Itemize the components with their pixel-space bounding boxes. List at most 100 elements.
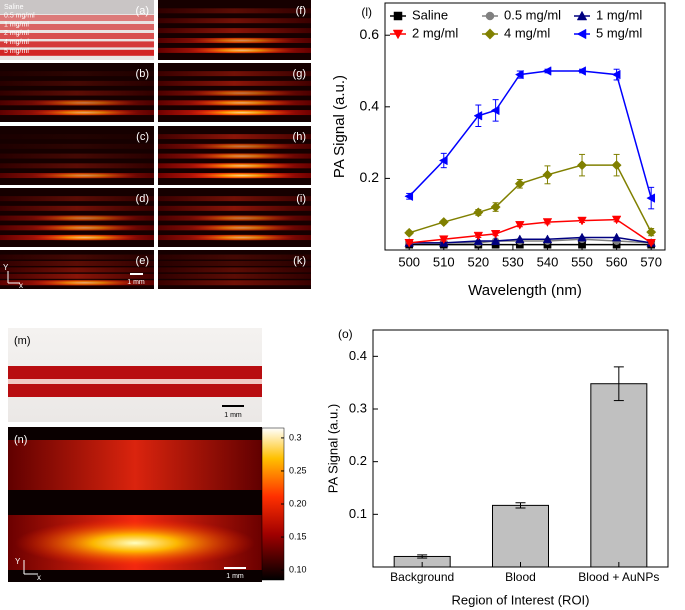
y-tick-label: 0.1 [349,506,367,521]
y-tick-label: 0.4 [360,98,380,114]
marker [392,29,404,40]
legend-label: 1 mg/ml [596,7,642,22]
marker [514,69,524,80]
photo-top [0,0,154,14]
concentration-label: 5 mg/ml [4,48,29,55]
scale-bar-label: 1 mm [127,279,145,286]
panel-label: (e) [136,255,149,267]
pa-band [0,153,154,159]
panel-label: (m) [14,335,31,347]
marker [646,238,656,248]
legend-label: 5 mg/ml [596,25,642,40]
tube [0,49,154,56]
marker [542,66,552,76]
pa-band [0,260,154,266]
pa-hotspot [30,99,139,107]
scale-bar-label: 1 mm [226,573,244,580]
marker [646,227,657,238]
axis-x-letter: x [19,281,23,290]
legend-label: 0.5 mg/ml [504,7,561,22]
pa-band [158,18,311,24]
pa-band [0,196,154,202]
pa-band [158,71,311,77]
panel-label: (b) [136,68,149,80]
bar [492,504,549,568]
marker [490,230,501,239]
pa-hotspot [30,214,139,222]
colorbar-tick-label: 0.3 [289,432,302,442]
x-tick-label: 570 [640,254,662,269]
x-tick-label: Blood + AuNPs [578,570,659,584]
pa-hotspot [30,279,139,287]
x-axis-title: Wavelength (nm) [468,282,582,299]
pa-hotspot [188,89,296,97]
pa-hotspot-n [15,519,255,567]
tube [0,41,154,48]
colorbar-tick-label: 0.15 [289,531,307,541]
marker [393,11,403,21]
pa-hotspot [188,172,296,180]
marker [473,236,484,245]
marker [473,111,483,121]
legend-label: 4 mg/ml [504,25,550,40]
pa-band [158,28,311,34]
marker [542,169,553,180]
x-tick-label: 520 [467,254,489,269]
marker [515,221,525,230]
marker [490,236,501,245]
pa-band [0,80,154,86]
bar [590,383,648,568]
x-tick-label: 540 [537,254,559,269]
pa-hotspot [30,224,139,232]
pa-band [158,254,311,260]
pa-band [0,134,154,140]
tube [0,15,154,21]
concentration-label: 1 mg/ml [4,21,29,28]
marker [515,234,525,244]
y-tick-label: 0.6 [360,26,380,42]
marker [542,218,553,227]
marker [611,69,621,80]
marker [438,217,449,228]
series-line [408,70,652,199]
pa-hotspot [188,234,296,242]
panel-label: (a) [136,5,149,17]
pa-band-n [8,440,262,490]
pa-band [158,273,311,279]
x-tick-label: 510 [433,254,455,269]
panel-label: (c) [136,131,149,143]
marker [490,202,501,213]
marker [611,160,622,171]
colorbar-tick-label: 0.10 [289,564,307,574]
pa-hotspot [188,46,296,54]
tube-m [8,384,262,397]
tube [0,24,154,30]
panel-label: (f) [296,5,306,17]
x-tick-label: 560 [606,254,628,269]
marker [542,234,553,244]
pa-hotspot [30,109,139,117]
marker [577,160,588,171]
x-tick-label: 530 [502,254,524,269]
marker [576,28,587,40]
panel-label: (o) [338,327,353,341]
pa-hotspot [188,142,296,150]
pa-hotspot [30,234,139,242]
marker [404,238,414,248]
marker [404,191,414,202]
marker [577,66,586,76]
x-axis-title: Region of Interest (ROI) [452,592,590,607]
marker [473,231,484,241]
pa-band [158,8,311,14]
pa-band [0,273,154,279]
pa-hotspot [188,37,296,44]
legend-label: 2 mg/ml [412,25,458,40]
axis-y-letter: Y [3,263,9,272]
pa-band [158,80,311,86]
panel-label: (n) [14,434,27,446]
scale-bar-label: 1 mm [224,412,242,419]
panel-label: (i) [296,193,306,205]
pa-hotspot [188,162,296,170]
pa-band [0,205,154,211]
pa-hotspot [188,99,296,107]
